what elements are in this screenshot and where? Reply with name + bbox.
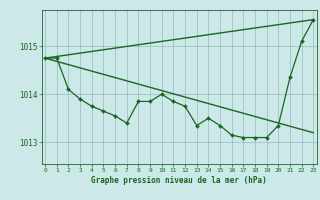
X-axis label: Graphe pression niveau de la mer (hPa): Graphe pression niveau de la mer (hPa) [91, 176, 267, 185]
